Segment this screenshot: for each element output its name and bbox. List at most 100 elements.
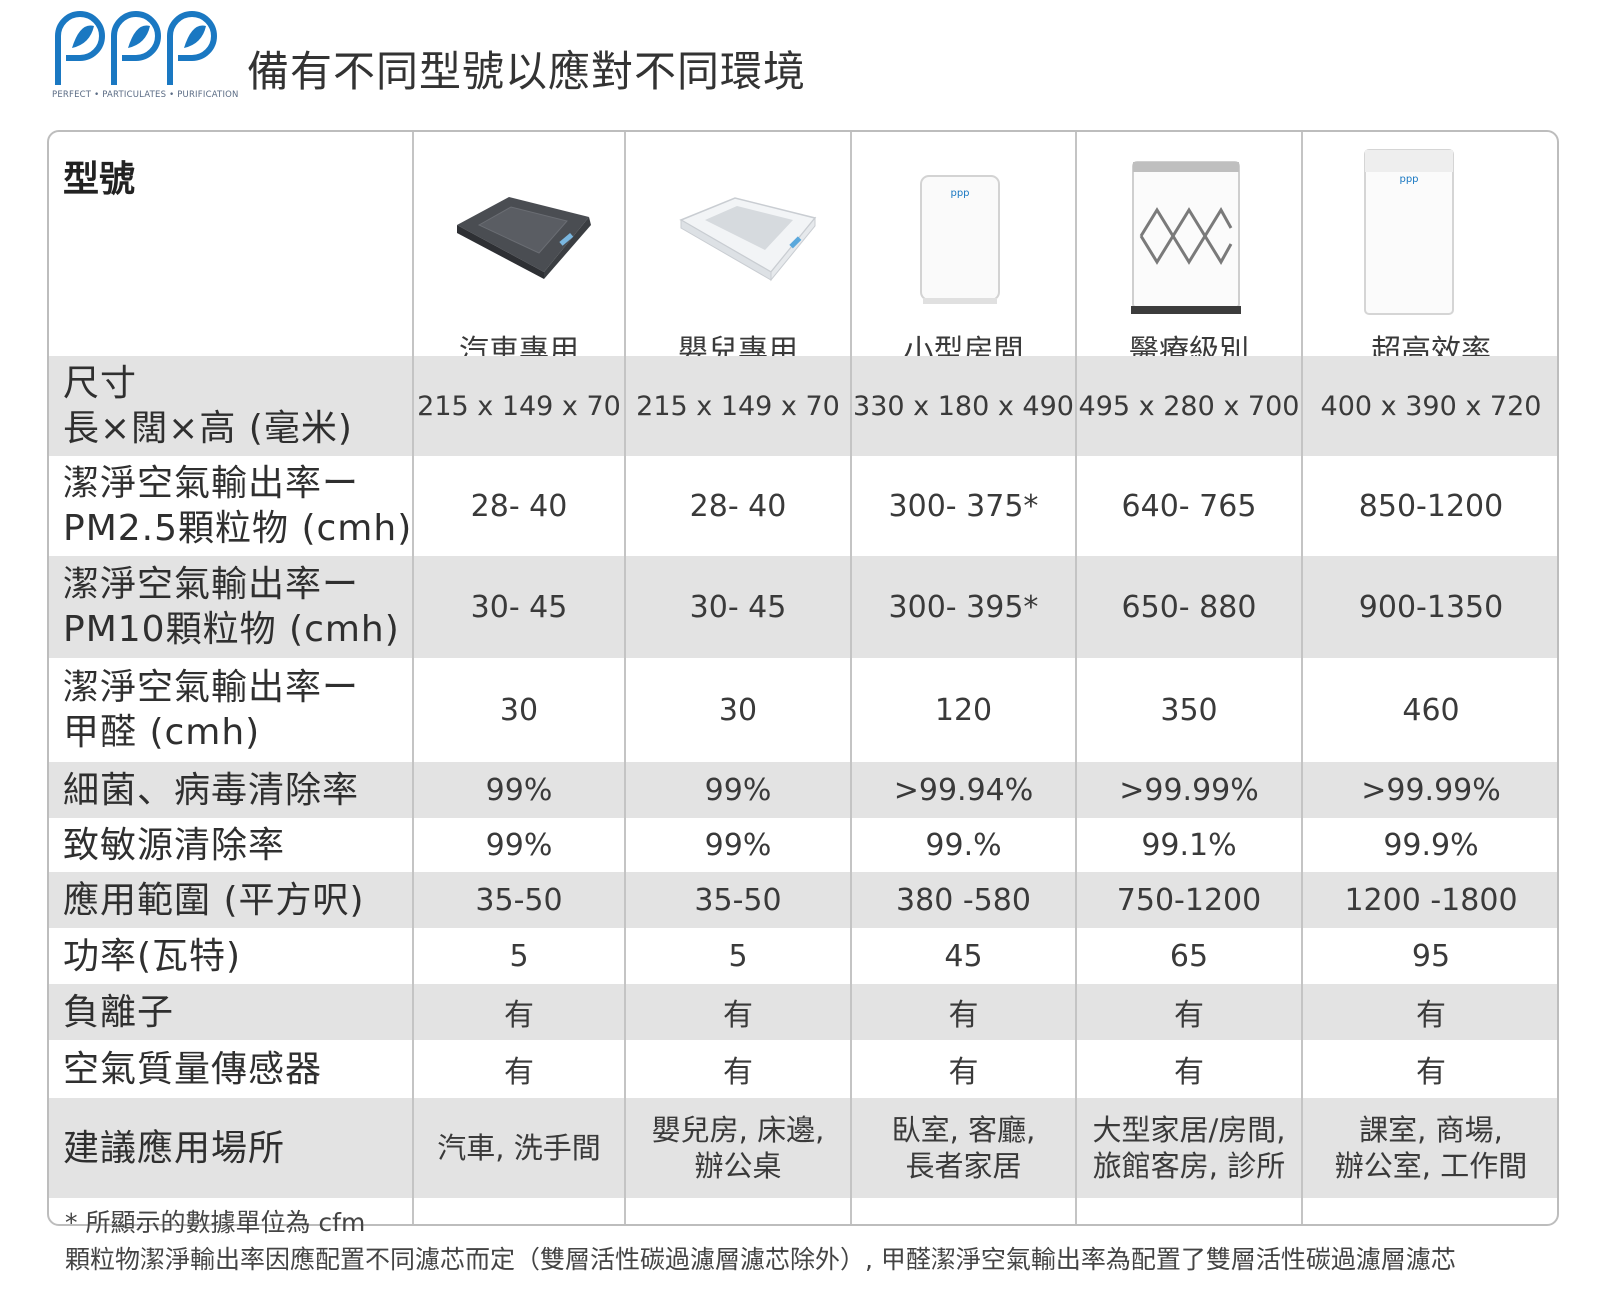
spec-value-cell: 350 — [1160, 692, 1218, 728]
spec-value-cell: 有 — [1174, 998, 1204, 1033]
spec-value-cell: 有 — [1416, 998, 1446, 1033]
spec-value-cell: 大型家居/房間, 旅館客房, 診所 — [1077, 1098, 1301, 1198]
svg-text:ppp: ppp — [1399, 174, 1418, 185]
spec-value-cell: 99% — [704, 772, 772, 808]
spec-value-cell: 330 x 180 x 490 — [853, 390, 1074, 422]
spec-label-line: 空氣質量傳感器 — [63, 1048, 323, 1090]
small-room-tower-icon: ppp — [920, 175, 1000, 304]
spec-value-cell: 1200 -1800 — [1344, 882, 1518, 918]
spec-label-line: 細菌、病毒清除率 — [63, 769, 360, 811]
spec-value-cell: 99.1% — [1141, 827, 1237, 863]
spec-value-cell: 有 — [1174, 1055, 1204, 1090]
spec-value-cell: 380 -580 — [896, 882, 1031, 918]
spec-label-line: PM2.5顆粒物 (cmh) — [63, 508, 413, 549]
spec-label-line: PM10顆粒物 (cmh) — [63, 609, 400, 650]
spec-value-cell: 28- 40 — [689, 488, 787, 524]
spec-value-cell: 850-1200 — [1358, 488, 1504, 524]
spec-value-cell: 35-50 — [694, 882, 782, 918]
spec-row-negative-ion: 負離子 有 有 有 有 有 — [49, 984, 1557, 1040]
spec-label: 功率(瓦特) — [63, 928, 413, 984]
footnote-unit: * 所顯示的數據單位為 cfm — [65, 1208, 366, 1237]
spec-value-cell: 45 — [944, 938, 983, 974]
spec-label-line: 建議應用場所 — [63, 1127, 286, 1169]
spec-value-cell: 495 x 280 x 700 — [1078, 390, 1300, 422]
spec-value-cell: 650- 880 — [1121, 589, 1257, 625]
spec-row-cadr-pm10: 潔淨空氣輸出率ー PM10顆粒物 (cmh) 30- 45 30- 45 300- 39… — [49, 556, 1557, 658]
spec-label: 應用範圍 (平方呎) — [63, 872, 413, 928]
high-efficiency-tower-icon: ppp — [1364, 149, 1454, 315]
car-purifier-dark-icon — [457, 197, 591, 279]
medical-tower-icon — [1131, 161, 1241, 314]
spec-row-air-quality-sensor: 空氣質量傳感器 有 有 有 有 有 — [49, 1040, 1557, 1098]
spec-value-cell: 99.% — [925, 827, 1002, 863]
spec-value-cell: 汽車, 洗手間 — [414, 1098, 624, 1198]
spec-label-line: 應用範圍 (平方呎) — [63, 879, 365, 921]
spec-label-line: 潔淨空氣輸出率ー — [63, 564, 360, 605]
spec-value-cell: 120 — [934, 692, 993, 728]
spec-value-cell: 95 — [1411, 938, 1451, 974]
spec-value-cell: 99% — [704, 827, 772, 863]
spec-value-line: 嬰兒房, 床邊, — [651, 1113, 825, 1147]
spec-value-cell: 300- 395* — [888, 589, 1039, 625]
brand-logo: PERFECT • PARTICULATES • PURIFICATION — [50, 10, 238, 102]
spec-label: 潔淨空氣輸出率ー PM2.5顆粒物 (cmh) — [63, 456, 413, 556]
spec-label: 尺寸 長×闊×高 (毫米) — [63, 356, 413, 456]
spec-value-cell: 有 — [948, 1055, 979, 1090]
spec-row-cadr-pm25: 潔淨空氣輸出率ー PM2.5顆粒物 (cmh) 28- 40 28- 40 300- 3… — [49, 456, 1557, 556]
spec-value-cell: 900-1350 — [1358, 589, 1504, 625]
spec-row-bacteria-virus-removal: 細菌、病毒清除率 99% 99% >99.94% >99.99% >99.99% — [49, 762, 1557, 818]
spec-value-cell: >99.94% — [893, 772, 1034, 808]
logo-tagline: PERFECT • PARTICULATES • PURIFICATION — [52, 90, 239, 100]
spec-label-line: 甲醛 (cmh) — [63, 712, 261, 753]
spec-value-cell: 28- 40 — [470, 488, 568, 524]
spec-value-line: 旅館客房, 診所 — [1092, 1149, 1286, 1183]
spec-value-cell: >99.99% — [1361, 772, 1501, 808]
spec-comparison-table: 型號 ppp ppp 汽車專用 嬰兒專用 小型房間 醫療級別 超高效率 — [47, 130, 1559, 1226]
spec-label-line: 潔淨空氣輸出率ー — [63, 667, 360, 708]
spec-label: 空氣質量傳感器 — [63, 1040, 413, 1098]
spec-value-cell: 有 — [504, 1055, 534, 1090]
spec-value-cell: 35-50 — [475, 882, 563, 918]
spec-value-line: 課室, 商場, — [1359, 1113, 1503, 1147]
spec-value-cell: 215 x 149 x 70 — [417, 390, 621, 422]
footnote-filter: 顆粒物潔淨輸出率因應配置不同濾芯而定（雙層活性碳過濾層濾芯除外）, 甲醛潔淨空氣… — [65, 1245, 1456, 1274]
spec-row-coverage-area: 應用範圍 (平方呎) 35-50 35-50 380 -580 750-1200 1200… — [49, 872, 1557, 928]
spec-value-cell: 99.9% — [1383, 827, 1479, 863]
spec-value-cell: 30- 45 — [689, 589, 787, 625]
spec-value-line: 長者家居 — [905, 1149, 1022, 1183]
spec-value-line: 臥室, 客廳, — [891, 1113, 1036, 1147]
spec-label-line: 潔淨空氣輸出率ー — [63, 463, 360, 504]
spec-label: 潔淨空氣輸出率ー 甲醛 (cmh) — [63, 658, 413, 762]
ppp-logo-icon — [55, 11, 217, 85]
spec-label-line: 長×闊×高 (毫米) — [63, 408, 353, 449]
spec-row-suggested-use: 建議應用場所 汽車, 洗手間 嬰兒房, 床邊, 辦公桌 臥室, 客廳, 長者家居 大型家居/… — [49, 1098, 1557, 1198]
spec-label: 建議應用場所 — [63, 1098, 413, 1198]
spec-row-dimensions: 尺寸 長×闊×高 (毫米) 215 x 149 x 70 215 x 149 x 70… — [49, 356, 1557, 456]
spec-value-cell: 有 — [948, 998, 979, 1033]
spec-value-cell: 640- 765 — [1121, 488, 1257, 524]
spec-value-cell: 30- 45 — [470, 589, 568, 625]
spec-value-cell: 400 x 390 x 720 — [1320, 390, 1542, 422]
spec-value-cell: 750-1200 — [1116, 882, 1262, 918]
spec-value-cell: 有 — [723, 998, 753, 1033]
spec-value-cell: 30 — [718, 692, 758, 728]
spec-value-cell: 65 — [1169, 938, 1209, 974]
spec-label: 細菌、病毒清除率 — [63, 762, 413, 818]
spec-label: 致敏源清除率 — [63, 818, 413, 872]
spec-value-cell: 課室, 商場, 辦公室, 工作間 — [1303, 1098, 1557, 1198]
spec-value-cell: 300- 375* — [888, 488, 1039, 524]
spec-value-cell: >99.99% — [1119, 772, 1259, 808]
spec-value-cell: 臥室, 客廳, 長者家居 — [852, 1098, 1075, 1198]
model-header-label: 型號 — [63, 159, 136, 200]
spec-value-line: 辦公桌 — [694, 1149, 782, 1183]
svg-text:ppp: ppp — [950, 188, 969, 199]
spec-value-line: 大型家居/房間, — [1092, 1113, 1286, 1147]
spec-label-line: 功率(瓦特) — [63, 935, 242, 977]
spec-value-cell: 5 — [509, 938, 529, 974]
spec-label-line: 尺寸 — [63, 363, 138, 404]
spec-value-cell: 有 — [723, 1055, 753, 1090]
spec-value-cell: 460 — [1402, 692, 1460, 728]
spec-value-cell: 215 x 149 x 70 — [636, 390, 840, 422]
page-title: 備有不同型號以應對不同環境 — [247, 47, 807, 96]
spec-value-cell: 99% — [485, 772, 553, 808]
